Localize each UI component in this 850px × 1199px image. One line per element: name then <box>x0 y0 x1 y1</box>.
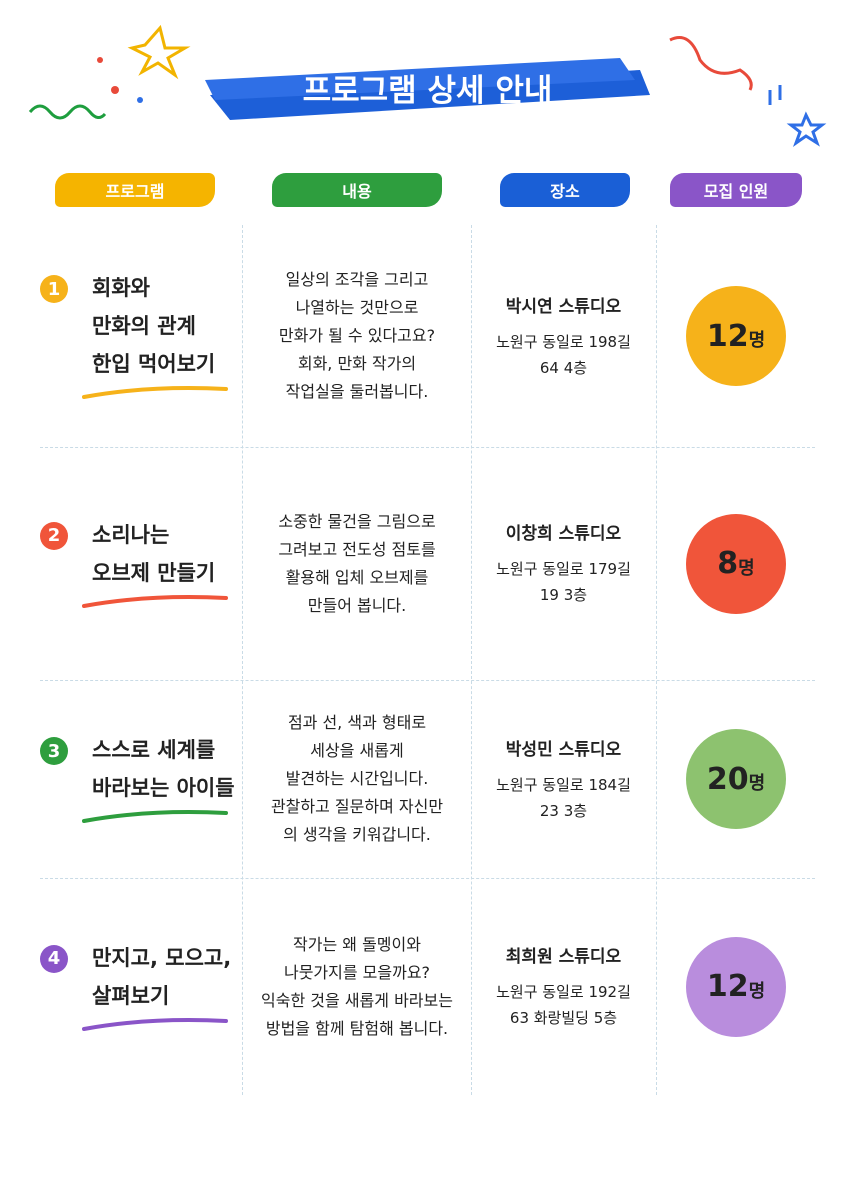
number-badge: 2 <box>40 521 68 550</box>
address-line: 노원구 동일로 192길 <box>496 983 631 1001</box>
row-divider <box>40 447 815 448</box>
count-unit: 명 <box>738 557 755 579</box>
count-circle: 12 명 <box>686 936 786 1037</box>
content-line: 관찰하고 질문하며 자신만 <box>270 797 444 816</box>
row-divider <box>40 878 815 879</box>
content-line: 만들어 봅니다. <box>307 595 407 615</box>
content-line: 작업실을 둘러봅니다. <box>285 382 429 401</box>
count-number: 8 <box>717 546 739 581</box>
decor <box>28 24 827 147</box>
program-cell: 4 만지고, 모으고, 살펴보기 <box>40 878 240 1095</box>
column-header: 장소 <box>500 173 630 207</box>
content-line: 방법을 함께 탐험해 봅니다. <box>265 1018 449 1038</box>
underline <box>82 1017 228 1031</box>
count-cell: 20 명 <box>656 680 816 878</box>
title-line: 한입 먹어보기 <box>92 352 216 376</box>
title-line: 만지고, 모으고, <box>92 945 232 970</box>
content-line: 익숙한 것을 새롭게 바라보는 <box>261 990 453 1010</box>
number-badge: 4 <box>40 944 68 973</box>
content-line: 발견하는 시간입니다. <box>285 769 429 788</box>
page-title: 프로그램 상세 안내 <box>302 72 553 109</box>
title-line: 오브제 만들기 <box>92 560 216 585</box>
studio-name: 박시연 스튜디오 <box>505 296 622 317</box>
column-header: 내용 <box>272 173 442 207</box>
studio-name: 이창희 스튜디오 <box>505 524 622 544</box>
number-badge: 1 <box>40 275 68 303</box>
content-line: 세상을 새롭게 <box>310 741 404 760</box>
title-line: 살펴보기 <box>92 983 170 1008</box>
content-line: 점과 선, 색과 형태로 <box>287 713 427 732</box>
underline <box>82 594 228 608</box>
count-unit: 명 <box>748 330 766 351</box>
title-line: 스스로 세계를 <box>92 738 216 762</box>
count-number: 20 <box>706 761 749 797</box>
address-line: 23 3층 <box>539 801 588 820</box>
count-number: 12 <box>706 969 749 1004</box>
address-line: 63 화랑빌딩 5층 <box>509 1009 618 1027</box>
column-header: 모집 인원 <box>670 173 802 207</box>
content-line: 활용해 입체 오브제를 <box>285 567 429 587</box>
address-line: 64 4층 <box>539 358 588 377</box>
count-cell: 12 명 <box>656 225 816 447</box>
studio-name: 박성민 스튜디오 <box>505 739 622 760</box>
count-cell: 12 명 <box>656 878 816 1095</box>
content-line: 나뭇가지를 모을까요? <box>283 962 431 982</box>
underline <box>82 810 228 823</box>
number-badge: 3 <box>40 737 68 765</box>
count-unit: 명 <box>748 773 766 794</box>
column-divider <box>471 225 472 1095</box>
studio-name: 최희원 스튜디오 <box>505 947 622 967</box>
content-line: 나열하는 것만으로 <box>295 298 419 317</box>
row-divider <box>40 680 815 681</box>
column-header: 프로그램 <box>55 173 215 207</box>
content-line: 작가는 왜 돌멩이와 <box>293 934 421 954</box>
column-divider <box>242 225 243 1095</box>
content-line: 만화가 될 수 있다고요? <box>278 326 436 345</box>
content-line: 의 생각을 키워갑니다. <box>283 825 431 844</box>
count-circle: 20 명 <box>686 729 786 829</box>
program-title: 4 만지고, 모으고, 살펴보기 <box>40 939 231 1015</box>
content-line: 그려보고 전도성 점토를 <box>278 539 436 559</box>
title-line: 만화의 관계 <box>92 314 196 338</box>
address-line: 19 3층 <box>539 586 588 604</box>
address-line: 노원구 동일로 179길 <box>496 560 631 578</box>
content-line: 회화, 만화 작가의 <box>297 354 417 373</box>
address-line: 노원구 동일로 184길 <box>496 775 631 794</box>
underline <box>82 386 228 399</box>
count-circle: 12 명 <box>686 286 786 386</box>
title-line: 소리나는 <box>92 522 170 547</box>
count-unit: 명 <box>748 980 766 1002</box>
address-line: 노원구 동일로 198길 <box>496 332 631 351</box>
title-line: 회화와 <box>92 276 150 300</box>
count-number: 12 <box>706 318 749 354</box>
column-divider <box>656 225 657 1095</box>
content-line: 소중한 물건을 그림으로 <box>278 511 436 531</box>
title-line: 바라보는 아이들 <box>92 776 235 800</box>
content-line: 일상의 조각을 그리고 <box>285 270 429 289</box>
